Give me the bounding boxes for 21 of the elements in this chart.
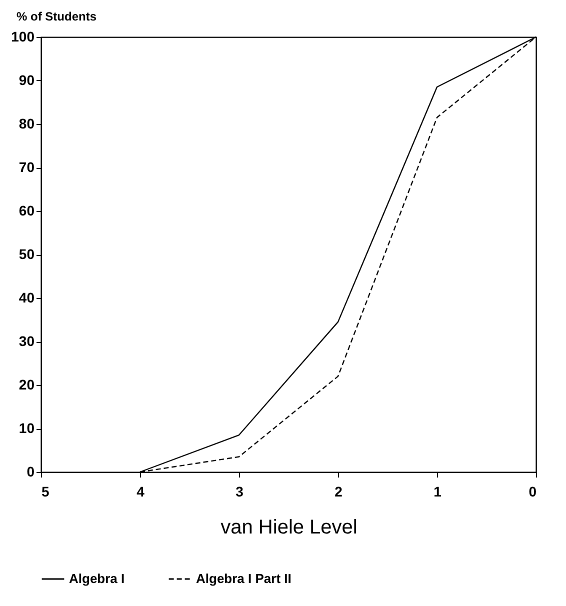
legend-label: Algebra I Part II <box>196 571 292 586</box>
y-axis-title: % of Students <box>16 10 97 24</box>
y-tick-label: 40 <box>18 290 35 306</box>
y-tick-label: 100 <box>11 28 35 44</box>
x-tick-label: 2 <box>334 484 343 500</box>
x-tick-label: 1 <box>434 484 442 500</box>
x-tick-label: 5 <box>42 484 50 500</box>
legend-label: Algebra I <box>69 571 125 586</box>
y-tick-label: 90 <box>18 72 35 88</box>
y-tick-label: 0 <box>26 464 35 480</box>
y-tick-label: 60 <box>18 202 35 218</box>
y-tick-label: 50 <box>18 246 35 262</box>
x-tick-label: 3 <box>236 484 244 500</box>
x-tick-label: 0 <box>528 484 537 500</box>
x-tick-label: 4 <box>136 484 145 500</box>
y-tick-label: 30 <box>18 333 35 349</box>
y-tick-label: 70 <box>18 159 35 175</box>
y-tick-label: 10 <box>18 420 35 436</box>
x-axis-title: van Hiele Level <box>220 516 358 538</box>
y-tick-label: 80 <box>18 116 35 132</box>
y-tick-label: 20 <box>18 376 35 392</box>
